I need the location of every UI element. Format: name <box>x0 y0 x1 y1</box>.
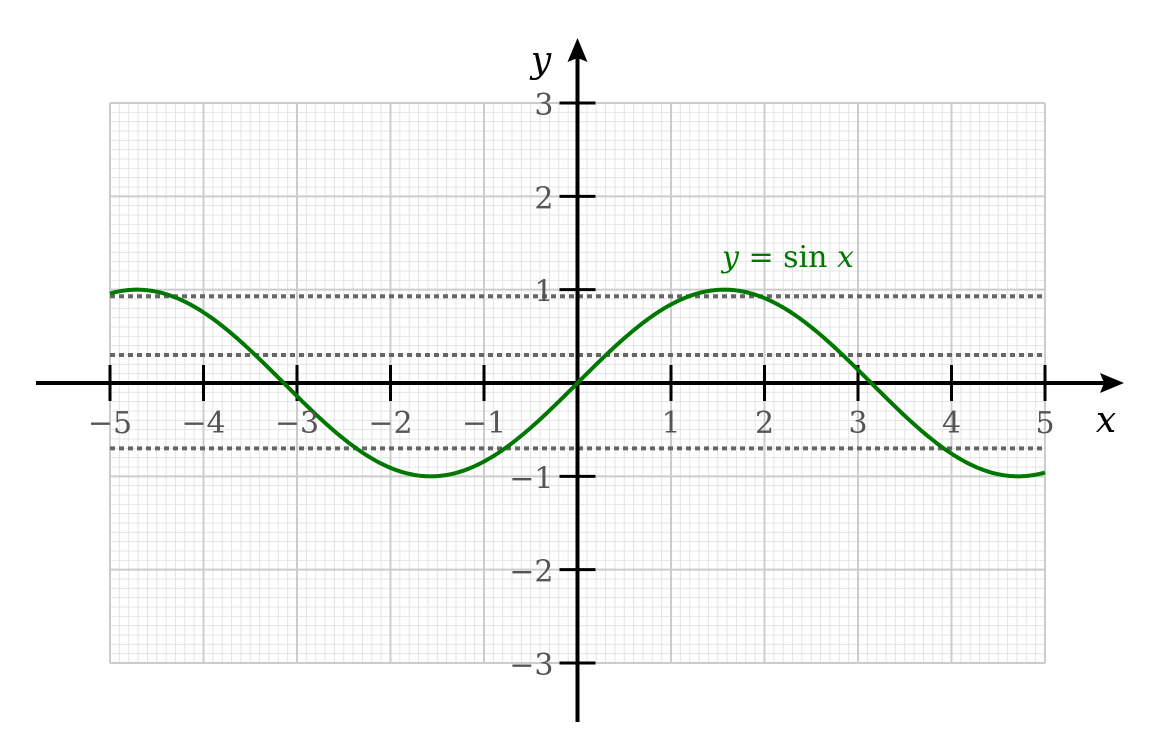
x-tick-label: −3 <box>275 406 319 441</box>
x-axis-title: x <box>1096 400 1116 441</box>
x-axis-arrow <box>1100 373 1124 393</box>
reference-lines <box>110 294 1045 451</box>
x-tick-label: −1 <box>462 406 506 441</box>
x-tick-label: 2 <box>755 406 774 441</box>
sine-curve <box>109 287 1046 479</box>
x-tick-label: 4 <box>942 406 961 441</box>
y-tick-label: 1 <box>534 275 553 310</box>
y-tick-label: 2 <box>534 181 553 216</box>
y-tick-label: −1 <box>509 461 553 496</box>
y-axis-title: y <box>529 40 552 81</box>
y-tick-label: −2 <box>509 555 553 590</box>
y-tick-label: 3 <box>534 88 553 123</box>
x-tick-label: 3 <box>848 406 867 441</box>
axes <box>36 38 1124 722</box>
x-tick-label: −5 <box>88 406 132 441</box>
x-tick-label: 5 <box>1035 406 1054 441</box>
labels: −5 −4 −3 −2 −1 1 2 3 4 5 −3 −2 −1 1 2 3 x y y = sin x <box>88 40 1116 683</box>
y-tick-label: −3 <box>509 648 553 683</box>
series-layer <box>109 287 1046 479</box>
x-tick-label: −2 <box>368 406 412 441</box>
x-tick-label: −4 <box>181 406 225 441</box>
curve-label: y = sin x <box>720 240 854 275</box>
y-axis-arrow <box>567 38 588 62</box>
x-tick-label: 1 <box>661 406 680 441</box>
